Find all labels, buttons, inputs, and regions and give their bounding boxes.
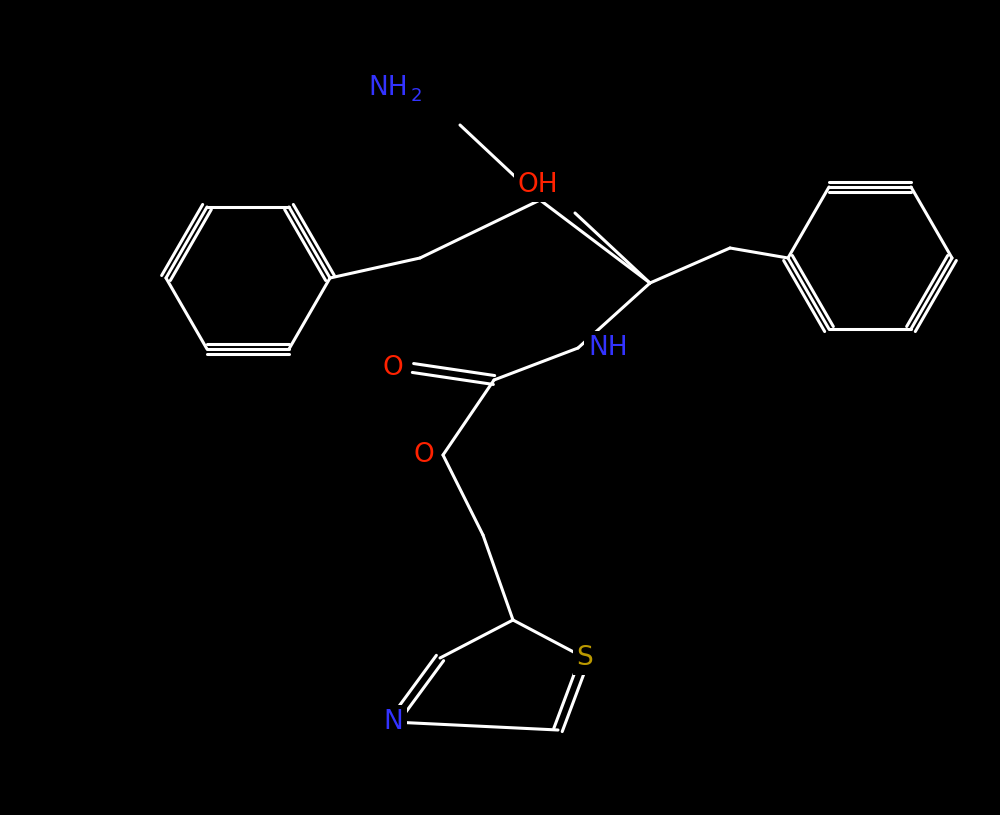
Text: O: O — [383, 355, 403, 381]
Text: O: O — [414, 442, 434, 468]
Text: OH: OH — [518, 172, 558, 198]
Text: NH: NH — [588, 335, 628, 361]
Text: OH: OH — [518, 172, 558, 198]
Text: 2: 2 — [410, 87, 422, 105]
Text: S: S — [577, 645, 593, 671]
Text: N: N — [383, 709, 403, 735]
Text: NH: NH — [368, 75, 408, 101]
